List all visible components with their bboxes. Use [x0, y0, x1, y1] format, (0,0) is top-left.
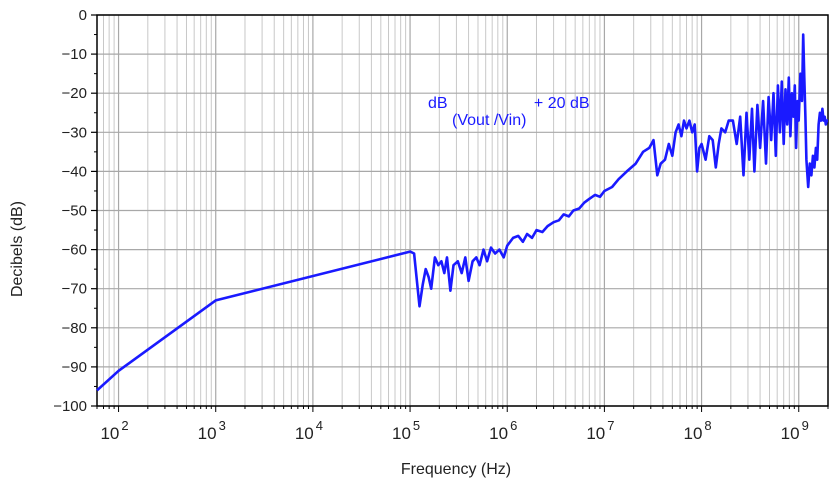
y-axis: 0 −10 −20 −30 −40 −50 −60 −70 −80 −90 −100 — [53, 7, 97, 415]
annotation-main: dB — [428, 95, 448, 112]
y-tick-label: −30 — [62, 124, 87, 141]
x-tick-label: 10 9 — [781, 418, 809, 443]
series-line — [96, 33, 829, 392]
y-tick-label: 0 — [79, 7, 87, 24]
y-tick-label: −50 — [62, 203, 87, 220]
x-axis-title: Frequency (Hz) — [401, 461, 511, 478]
y-tick-label: −60 — [62, 242, 87, 259]
y-tick-label: −20 — [62, 85, 87, 102]
x-tick-label: 10 6 — [489, 418, 517, 443]
y-tick-label: −80 — [62, 320, 87, 337]
series-annotation: dB (Vout /Vin) + 20 dB — [428, 95, 590, 129]
x-tick-label: 10 4 — [295, 418, 323, 443]
x-axis: 10 2 10 3 10 4 10 5 10 6 10 7 10 8 10 9 — [96, 406, 829, 443]
x-tick-label: 10 8 — [684, 418, 712, 443]
y-tick-label: −70 — [62, 281, 87, 298]
y-tick-label: −40 — [62, 163, 87, 180]
y-tick-label: −90 — [62, 359, 87, 376]
y-tick-label: −10 — [62, 46, 87, 63]
grid — [96, 14, 829, 407]
x-tick-label: 10 3 — [198, 418, 226, 443]
y-axis-title: Decibels (dB) — [9, 201, 26, 297]
x-tick-label: 10 5 — [392, 418, 420, 443]
x-tick-label: 10 7 — [586, 418, 614, 443]
annotation-suffix: + 20 dB — [534, 95, 590, 112]
y-tick-label: −100 — [53, 398, 87, 415]
annotation-subscript: (Vout /Vin) — [452, 112, 526, 129]
x-tick-label: 10 2 — [100, 418, 128, 443]
